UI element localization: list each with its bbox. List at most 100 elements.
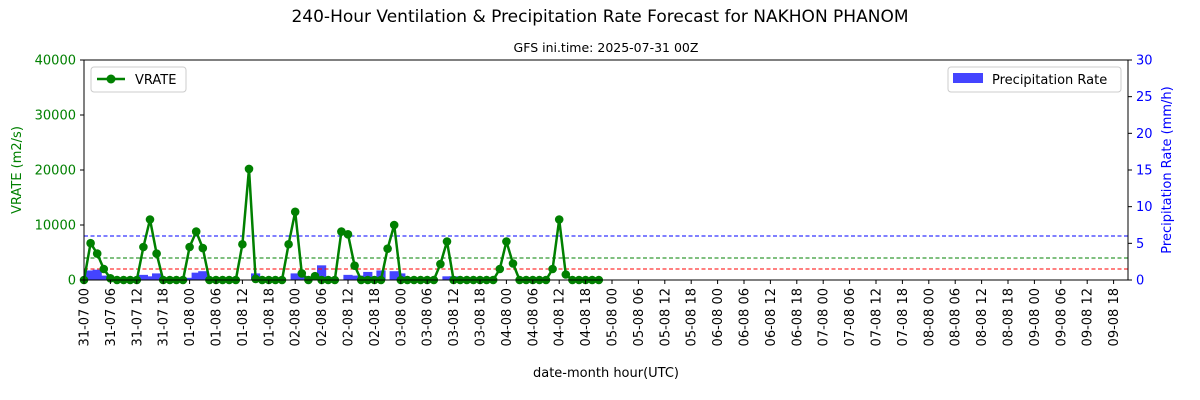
precip-bar [92, 269, 102, 280]
left-tick-label: 10000 [35, 219, 76, 234]
x-tick-label: 04-08 00 [500, 288, 515, 346]
x-tick-label: 31-07 18 [157, 288, 172, 346]
x-tick-label: 05-08 18 [685, 288, 700, 346]
left-axis-label: VRATE (m2/s) [10, 126, 25, 214]
x-tick-label: 09-08 06 [1054, 288, 1069, 346]
x-tick-label: 31-07 12 [130, 288, 145, 346]
vrate-point [106, 274, 115, 283]
x-tick-label: 04-08 18 [579, 288, 594, 346]
vrate-point [86, 238, 95, 248]
x-tick-label: 07-08 06 [843, 288, 858, 346]
right-tick-label: 20 [1136, 127, 1153, 142]
x-tick-label: 02-08 06 [315, 288, 330, 346]
left-tick-label: 20000 [35, 164, 76, 179]
left-axis: 0 10000 20000 30000 40000 [35, 54, 84, 289]
precip-bar [152, 273, 162, 280]
precip-bar [389, 271, 399, 280]
x-tick-label: 06-08 06 [738, 288, 753, 346]
right-tick-label: 30 [1136, 54, 1153, 69]
vrate-point [561, 270, 571, 279]
vrate-point [244, 164, 254, 174]
vrate-point [548, 264, 557, 274]
x-tick-label: 03-08 18 [474, 288, 489, 346]
vrate-point [99, 264, 109, 274]
right-tick-label: 10 [1136, 200, 1153, 215]
x-tick-label: 05-08 06 [632, 288, 647, 346]
legend-vrate-marker [106, 74, 116, 84]
chart-title: 240-Hour Ventilation & Precipitation Rat… [291, 7, 908, 27]
vrate-point [442, 237, 452, 246]
right-tick-label: 15 [1136, 164, 1153, 179]
x-axis-label: date-month hour(UTC) [533, 366, 679, 381]
x-axis: 31-07 00 31-07 06 31-07 12 31-07 18 01-08 00… [78, 280, 1122, 346]
precip-bar [290, 273, 300, 280]
x-tick-label: 07-08 18 [896, 288, 911, 346]
legend-vrate: VRATE [90, 66, 187, 93]
x-tick-label: 08-08 12 [975, 288, 990, 346]
right-tick-label: 25 [1136, 90, 1153, 105]
legend-precipitation-label: Precipitation Rate [992, 73, 1107, 88]
vrate-point [502, 237, 511, 246]
right-axis: 0 5 10 15 20 25 30 [1128, 54, 1153, 289]
legend-precipitation-swatch [953, 73, 983, 83]
x-tick-label: 02-08 12 [342, 288, 357, 346]
x-tick-label: 31-07 00 [78, 288, 93, 346]
vrate-point [343, 230, 353, 239]
vrate-point [337, 227, 346, 236]
precip-bar [343, 274, 353, 280]
vrate-point [297, 269, 307, 278]
x-tick-label: 09-08 12 [1081, 288, 1096, 346]
vrate-point [152, 249, 161, 258]
x-tick-label: 06-08 18 [790, 288, 805, 346]
legend-precipitation: Precipitation Rate [947, 66, 1122, 93]
vrate-point [554, 215, 564, 224]
vrate-point [191, 227, 201, 236]
vrate-point [185, 242, 194, 252]
x-tick-label: 01-08 06 [210, 288, 225, 346]
x-tick-label: 01-08 00 [183, 288, 198, 346]
legend-vrate-box [90, 66, 187, 93]
x-tick-label: 31-07 06 [104, 288, 119, 346]
left-tick-label: 40000 [35, 54, 76, 69]
vrate-point [139, 242, 148, 252]
right-tick-label: 5 [1136, 237, 1144, 252]
x-tick-label: 03-08 06 [421, 288, 436, 346]
left-tick-label: 30000 [35, 109, 76, 124]
x-tick-label: 01-08 18 [262, 288, 277, 346]
vrate-point [284, 239, 293, 249]
vrate-point [251, 274, 260, 284]
precip-bar [442, 276, 452, 280]
x-tick-label: 05-08 12 [658, 288, 673, 346]
vrate-line [82, 167, 599, 282]
x-tick-label: 08-08 18 [1002, 288, 1017, 346]
vrate-point [290, 207, 300, 217]
vrate-point [145, 215, 155, 224]
x-tick-label: 03-08 12 [447, 288, 462, 346]
vrate-point [310, 271, 320, 281]
x-tick-label: 07-08 00 [817, 288, 832, 346]
precip-bar [350, 275, 360, 280]
x-tick-label: 04-08 12 [553, 288, 568, 346]
precip-bar [138, 274, 148, 280]
precip-bar [297, 275, 307, 280]
precip-bar [185, 277, 195, 280]
x-tick-label: 06-08 00 [711, 288, 726, 346]
legend-vrate-label: VRATE [135, 73, 176, 88]
x-tick-label: 08-08 06 [949, 288, 964, 346]
x-tick-label: 01-08 12 [236, 288, 251, 346]
x-tick-label: 03-08 00 [394, 288, 409, 346]
precip-bar [86, 270, 96, 280]
x-tick-label: 07-08 12 [870, 288, 885, 346]
precip-bar [191, 272, 201, 280]
x-tick-label: 04-08 06 [526, 288, 541, 346]
left-tick-label: 0 [68, 274, 76, 289]
vrate-point [389, 220, 399, 230]
vrate-point [508, 259, 518, 268]
right-axis-label: Precipitation Rate (mm/h) [1160, 86, 1175, 253]
vrate-point [495, 264, 505, 274]
x-tick-label: 09-08 00 [1028, 288, 1043, 346]
x-tick-label: 05-08 00 [606, 288, 621, 346]
x-tick-label: 06-08 12 [764, 288, 779, 346]
right-tick-label: 0 [1136, 274, 1144, 289]
x-tick-label: 02-08 00 [289, 288, 304, 346]
